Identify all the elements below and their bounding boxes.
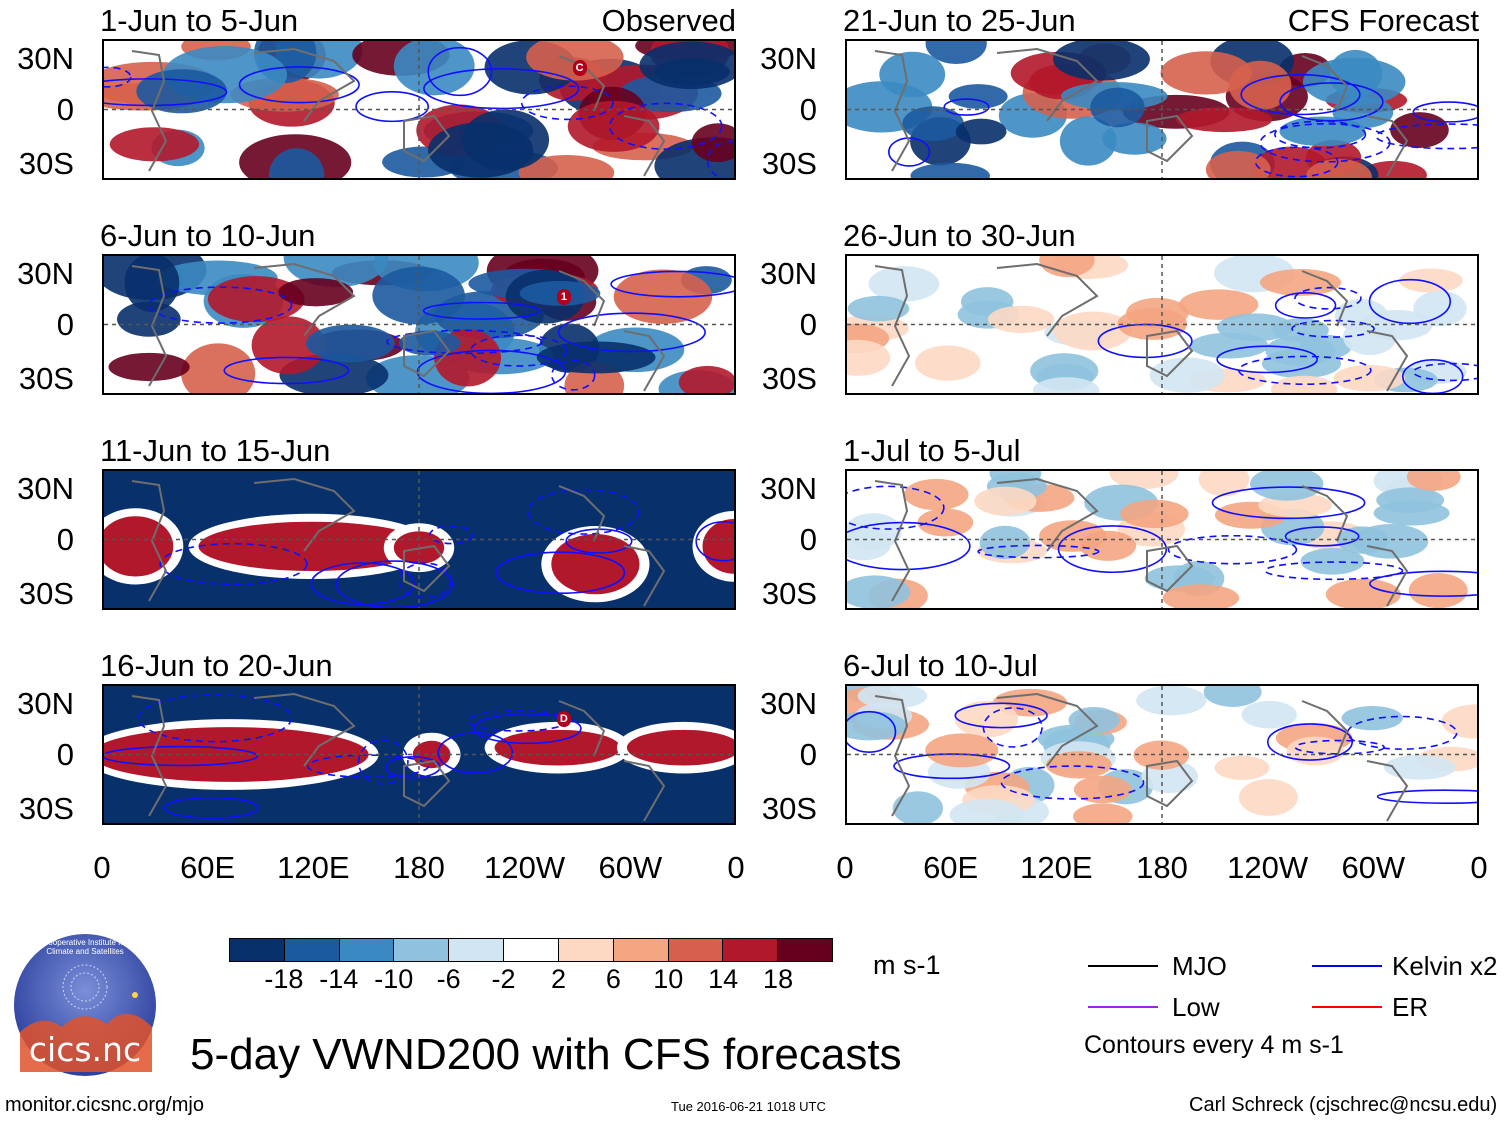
colorbar [229,938,833,962]
y-tick-label: 30N [760,41,817,76]
footer-author: Carl Schreck (cjschrec@ncsu.edu) [1189,1094,1498,1116]
y-tick-label: 0 [56,307,74,342]
panel-title: 11-Jun to 15-Jun [100,433,331,468]
y-tick-label: 0 [56,737,74,772]
panel-title: 26-Jun to 30-Jun [843,218,1076,253]
x-tick-label: 120E [277,850,350,885]
map-panels_observed-1: 1 [102,254,736,395]
legend-label-low: Low [1172,992,1220,1022]
y-tick-label: 30S [761,791,817,826]
panel-tag: CFS Forecast [1287,3,1479,38]
colorbar-swatch [449,939,505,961]
colorbar-swatch [394,939,450,961]
legend-line-low [1088,1006,1158,1008]
panel-title: 6-Jul to 10-Jul [843,648,1038,683]
panel-title: 1-Jul to 5-Jul [843,433,1021,468]
y-tick-label: 0 [799,307,817,342]
x-tick-label: 60E [923,850,979,885]
panel-title: 16-Jun to 20-Jun [100,648,333,683]
y-tick-label: 0 [799,522,817,557]
y-tick-label: 30S [18,791,74,826]
logo-ring-text: Cooperative Institute for Climate and Sa… [42,938,128,956]
colorbar-tick-label: -18 [264,964,304,994]
system-marker: 1 [556,289,571,306]
colorbar-units: m s-1 [873,950,941,980]
colorbar-swatch [558,939,614,961]
cics-logo: Cooperative Institute for Climate and Sa… [12,932,158,1078]
panel-title: 1-Jun to 5-Jun [100,3,299,38]
colorbar-swatch [230,939,285,961]
y-tick-label: 0 [799,737,817,772]
y-tick-label: 30S [18,361,74,396]
y-tick-label: 30S [18,146,74,181]
colorbar-swatch [723,939,779,961]
panel-title: 21-Jun to 25-Jun [843,3,1076,38]
x-tick-label: 60E [180,850,236,885]
y-tick-label: 30N [760,471,817,506]
footer-timestamp: Tue 2016-06-21 1018 UTC [671,1099,826,1114]
colorbar-swatch [668,939,724,961]
system-marker: C [572,60,587,77]
map-panels_observed-3: D [102,684,736,825]
x-tick-label: 60W [598,850,663,885]
x-tick-label: 0 [836,850,854,885]
x-tick-label: 120W [1227,850,1309,885]
x-tick-label: 120E [1020,850,1093,885]
footer-url: monitor.cicsnc.org/mjo [5,1094,204,1116]
y-tick-label: 30N [17,686,74,721]
colorbar-swatch [339,939,395,961]
y-tick-label: 30N [17,471,74,506]
y-tick-label: 0 [56,522,74,557]
colorbar-tick-label: 6 [605,964,621,994]
panel-title: 6-Jun to 10-Jun [100,218,316,253]
x-tick-label: 0 [93,850,111,885]
x-tick-label: 120W [484,850,566,885]
y-tick-label: 30N [17,256,74,291]
y-tick-label: 30S [18,576,74,611]
colorbar-swatch [778,939,832,961]
colorbar-tick-label: -10 [374,964,414,994]
system-marker: D [556,710,571,727]
map-panels_forecast-2 [845,469,1479,610]
map-panels_forecast-1 [845,254,1479,395]
colorbar-swatch [613,939,669,961]
y-tick-label: 30N [760,256,817,291]
colorbar-swatch [284,939,340,961]
colorbar-tick-label: -6 [436,964,461,994]
x-tick-label: 180 [393,850,445,885]
main-title: 5-day VWND200 with CFS forecasts [190,1030,902,1079]
legend-note: Contours every 4 m s-1 [1084,1031,1344,1059]
legend-label-er: ER [1392,992,1429,1022]
y-tick-label: 30S [761,146,817,181]
y-tick-label: 30S [761,576,817,611]
x-tick-label: 0 [727,850,745,885]
x-tick-label: 180 [1136,850,1188,885]
map-panels_forecast-3 [845,684,1479,825]
x-tick-label: 0 [1470,850,1488,885]
legend-label-mjo: MJO [1172,951,1227,981]
colorbar-tick-label: -14 [319,964,359,994]
legend-line-er [1312,1006,1382,1008]
y-tick-label: 30N [17,41,74,76]
map-panels_forecast-0 [845,39,1479,180]
map-panels_observed-0: C [102,39,736,180]
y-tick-label: 0 [56,92,74,127]
map-panels_observed-2 [102,469,736,610]
y-tick-label: 30N [760,686,817,721]
legend-line-mjo [1088,965,1158,967]
colorbar-tick-label: 2 [550,964,566,994]
logo-text: cics.nc [28,1030,142,1069]
colorbar-tick-label: 14 [708,964,739,994]
x-tick-label: 60W [1341,850,1406,885]
y-tick-label: 0 [799,92,817,127]
y-tick-label: 30S [761,361,817,396]
legend-label-kelvin: Kelvin x2 [1392,951,1498,981]
panel-tag: Observed [601,3,736,38]
colorbar-tick-label: 10 [653,964,684,994]
colorbar-tick-label: -2 [491,964,516,994]
legend-line-kelvin [1312,965,1382,967]
colorbar-swatch [504,939,559,961]
colorbar-tick-label: 18 [763,964,794,994]
